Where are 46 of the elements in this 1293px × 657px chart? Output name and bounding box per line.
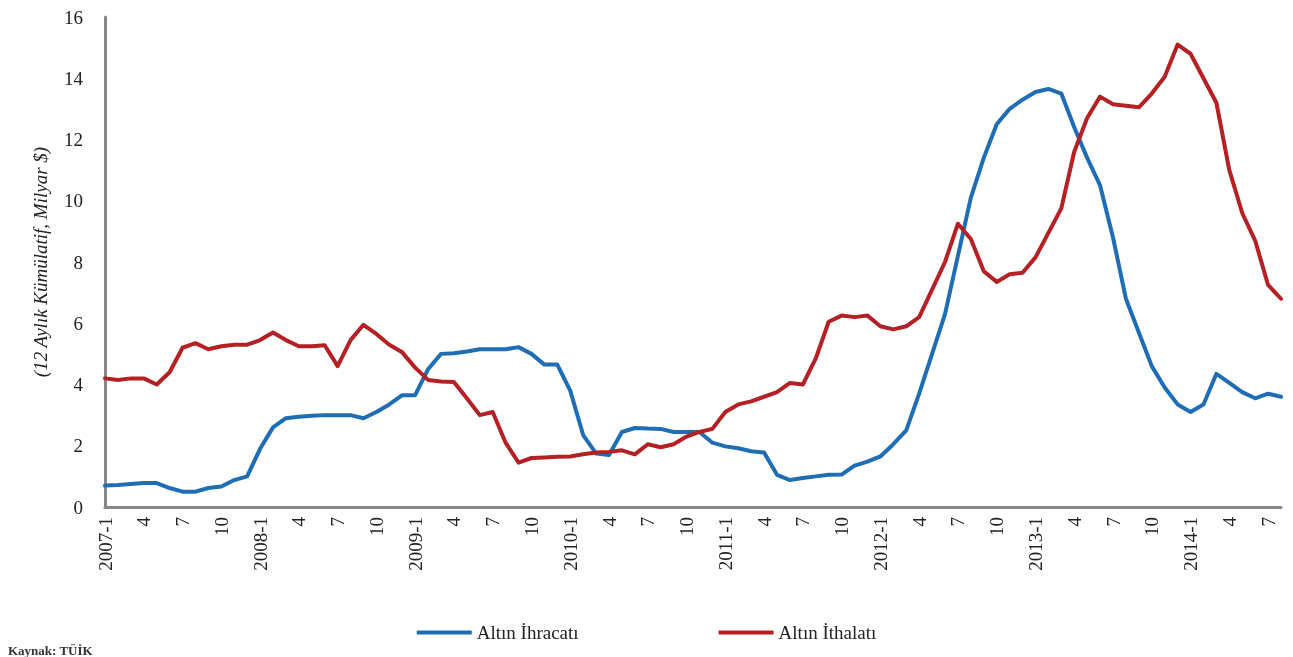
x-tick-label: 4 — [598, 516, 620, 527]
x-tick-label: 4 — [753, 516, 775, 527]
legend-label: Altın İhracatı — [476, 622, 579, 643]
x-tick-label: 10 — [676, 517, 698, 536]
x-tick-label: 7 — [172, 517, 194, 527]
x-tick-label: 7 — [637, 517, 659, 527]
x-tick-label: 2013-1 — [1024, 517, 1046, 571]
x-tick-label: 10 — [520, 517, 542, 536]
x-tick-label: 10 — [986, 517, 1008, 536]
x-tick-label: 10 — [210, 517, 232, 536]
x-tick-label: 10 — [1141, 517, 1163, 536]
x-tick-label: 2012-1 — [869, 517, 891, 571]
x-tick-label: 7 — [792, 517, 814, 527]
y-tick-label: 10 — [64, 190, 83, 212]
y-tick-label: 0 — [73, 496, 83, 518]
x-tick-label: 10 — [831, 517, 853, 536]
y-tick-label: 8 — [73, 251, 83, 273]
x-tick-label: 4 — [1063, 516, 1085, 527]
y-tick-label: 12 — [64, 129, 83, 150]
x-tick-label: 4 — [288, 516, 310, 527]
x-tick-label: 2009-1 — [404, 517, 426, 571]
x-tick-label: 4 — [1218, 516, 1240, 527]
x-tick-label: 7 — [1102, 517, 1124, 527]
y-tick-label: 16 — [64, 6, 83, 28]
x-tick-label: 4 — [908, 516, 930, 527]
x-tick-label: 2010-1 — [559, 517, 581, 571]
x-tick-label: 2014-1 — [1180, 517, 1202, 571]
y-tick-label: 4 — [73, 374, 84, 395]
y-tick-label: 14 — [64, 67, 84, 89]
y-axis-title: (12 Aylık Kümülatif, Milyar $) — [30, 146, 52, 378]
x-tick-label: 4 — [133, 516, 155, 527]
x-tick-label: 7 — [327, 517, 349, 527]
x-tick-label: 2007-1 — [94, 517, 116, 571]
x-tick-label: 10 — [365, 517, 387, 536]
x-tick-label: 2008-1 — [249, 517, 271, 571]
x-tick-label: 7 — [1257, 517, 1279, 527]
x-tick-label: 7 — [947, 517, 969, 527]
line-series — [103, 42, 1283, 465]
x-tick-label: 4 — [443, 516, 465, 527]
text: Kaynak: TÜİK — [8, 643, 94, 657]
x-tick-label: 2011-1 — [714, 517, 736, 571]
x-tick-label: 7 — [482, 517, 504, 527]
y-tick-label: 6 — [73, 312, 83, 334]
line-series — [103, 86, 1283, 494]
y-tick-label: 2 — [73, 435, 83, 457]
legend-label: Altın İthalatı — [778, 622, 877, 643]
